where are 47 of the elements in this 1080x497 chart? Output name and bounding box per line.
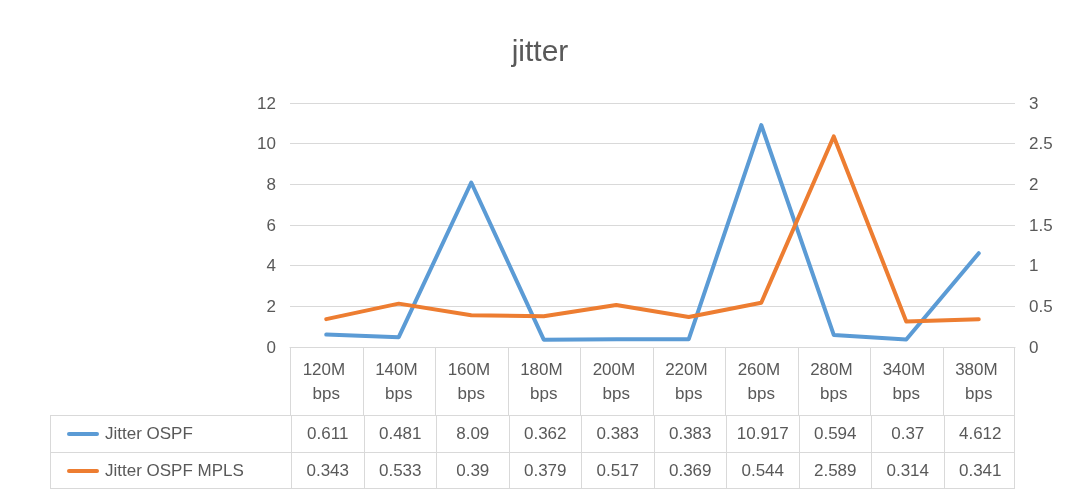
data-label: 0.343 [291, 453, 364, 489]
data-label: 0.39 [436, 453, 509, 489]
legend-label: Jitter OSPF [105, 424, 193, 444]
y2-tick-label: 1 [1029, 256, 1039, 276]
data-label: 0.517 [581, 453, 654, 489]
x-tick-label: 280M bps [810, 359, 858, 403]
x-tick-label: 340M bps [882, 359, 930, 403]
y2-tick-label: 2 [1029, 174, 1039, 194]
data-label: 0.37 [871, 416, 944, 452]
data-label: 0.594 [798, 416, 871, 452]
y-tick-label: 6 [266, 215, 276, 235]
x-tick-label: 380M bps [955, 359, 1003, 403]
x-tick-label: 140M bps [375, 359, 423, 403]
y-tick-label: 8 [266, 174, 276, 194]
y2-tick-label: 1.5 [1029, 215, 1053, 235]
y-tick-label: 2 [266, 296, 276, 316]
data-label: 8.09 [436, 416, 509, 452]
data-label: 0.383 [653, 416, 726, 452]
y2-tick-label: 0.5 [1029, 296, 1053, 316]
data-label: 0.611 [291, 416, 364, 452]
data-label: 0.481 [363, 416, 436, 452]
y2-tick-label: 2.5 [1029, 134, 1053, 154]
data-label: 0.362 [508, 416, 581, 452]
x-tick-label: 180M bps [520, 359, 568, 403]
data-label: 0.544 [726, 453, 799, 489]
data-label: 0.314 [871, 453, 944, 489]
data-label: 0.341 [943, 453, 1016, 489]
x-tick-label: 160M bps [447, 359, 495, 403]
data-label: 0.379 [508, 453, 581, 489]
data-label: 0.533 [363, 453, 436, 489]
data-label: 4.612 [943, 416, 1016, 452]
y-tick-label: 12 [257, 93, 276, 113]
y2-tick-label: 3 [1029, 93, 1039, 113]
x-tick-label: 220M bps [665, 359, 713, 403]
data-label: 10.917 [726, 416, 799, 452]
y2-tick-label: 0 [1029, 337, 1039, 357]
x-tick-label: 260M bps [737, 359, 785, 403]
data-label: 0.369 [653, 453, 726, 489]
data-label: 0.383 [581, 416, 654, 452]
data-label: 2.589 [798, 453, 871, 489]
x-tick-label: 120M bps [302, 359, 350, 403]
x-tick-label: 200M bps [592, 359, 640, 403]
legend-label: Jitter OSPF MPLS [105, 461, 244, 481]
chart-title: jitter [510, 33, 569, 67]
y-tick-label: 4 [266, 256, 276, 276]
y-tick-label: 0 [266, 337, 276, 357]
y-tick-label: 10 [257, 134, 276, 154]
